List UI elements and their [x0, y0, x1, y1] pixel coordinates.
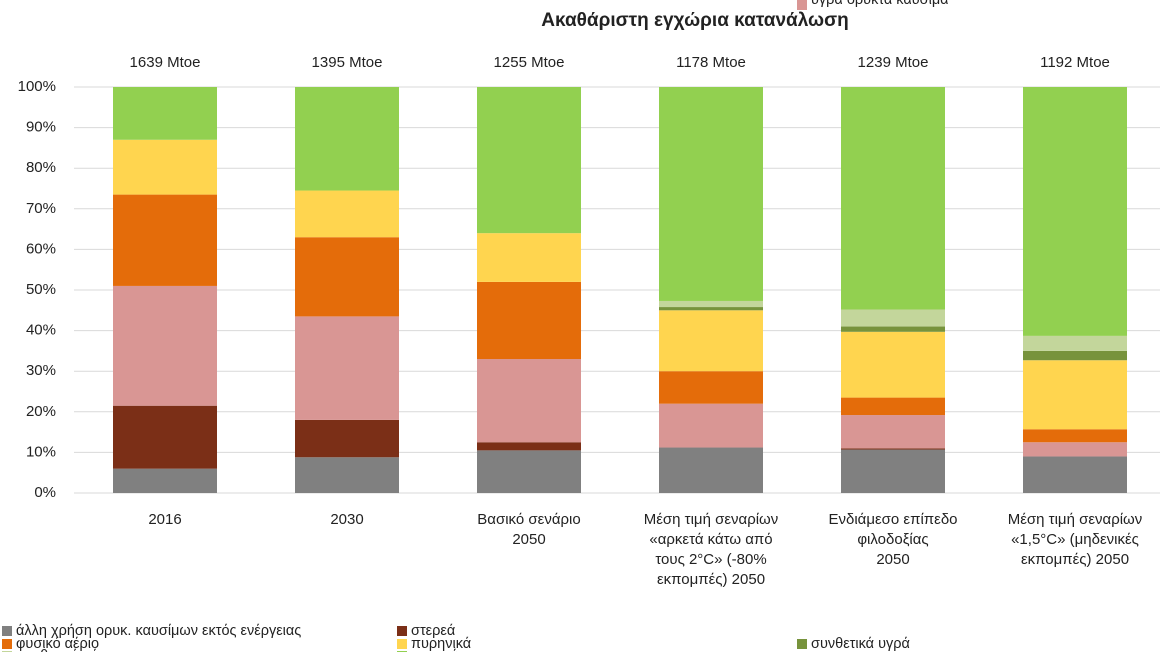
legend-swatch — [797, 639, 807, 649]
bar-segment — [1023, 87, 1127, 336]
legend-label: φυσικό αέριο — [16, 636, 99, 652]
bar-segment — [113, 194, 217, 286]
y-tick-label: 100% — [18, 78, 56, 95]
bar-segment — [659, 447, 763, 493]
bar-segment — [1023, 335, 1127, 351]
bar-segment — [113, 139, 217, 195]
bar-segment — [1023, 442, 1127, 457]
bar-segment — [841, 448, 945, 450]
bar-segment — [477, 233, 581, 282]
legend-label: συνθετικά υγρά — [811, 636, 910, 652]
x-tick-label-line: «1,5°C» (μηδενικές — [1011, 531, 1139, 548]
bar-segment — [659, 87, 763, 301]
total-label: 1239 Mtoe — [858, 54, 929, 71]
bar-segment — [841, 397, 945, 416]
y-tick-label: 50% — [26, 281, 56, 298]
x-tick-label: Βασικό σενάριο 2050 — [477, 511, 580, 548]
x-tick-label-line: 2050 — [512, 531, 545, 548]
y-tick-label: 90% — [26, 119, 56, 136]
bar-segment — [841, 331, 945, 398]
x-tick-label-line: τους 2°C» (-80% — [655, 551, 766, 568]
bar-segment — [295, 457, 399, 493]
x-tick-label-line: 2030 — [330, 511, 363, 528]
y-tick-label: 0% — [34, 484, 56, 501]
bar-segment — [659, 307, 763, 311]
legend-swatch — [797, 0, 807, 10]
y-tick-label: 20% — [26, 403, 56, 420]
bar-segment — [1023, 456, 1127, 493]
bar-segment — [1023, 350, 1127, 361]
legend-swatch — [2, 639, 12, 649]
x-tick-label-line: Ενδιάμεσο επίπεδο — [828, 511, 957, 528]
bar-segment — [477, 87, 581, 234]
bar-segment — [477, 442, 581, 451]
total-label: 1255 Mtoe — [494, 54, 565, 71]
bar-segment — [477, 281, 581, 360]
legend-swatch — [397, 639, 407, 649]
bar-segment — [477, 450, 581, 493]
bar-segment — [841, 309, 945, 327]
x-tick-label-line: 2050 — [876, 551, 909, 568]
legend-swatch — [397, 626, 407, 636]
bar-segment — [1023, 360, 1127, 430]
x-tick-label-line: φιλοδοξίας — [857, 531, 928, 548]
legend-label: στερεά — [411, 623, 455, 639]
bar-segment — [295, 87, 399, 191]
bar-segment — [295, 419, 399, 458]
bar-segment — [477, 359, 581, 443]
x-tick-label-line: «αρκετά κάτω από — [649, 531, 772, 548]
y-tick-label: 60% — [26, 240, 56, 257]
x-tick-label-line: Μέση τιμή σεναρίων — [644, 511, 779, 528]
total-label: 1178 Mtoe — [676, 54, 746, 71]
y-tick-label: 70% — [26, 200, 56, 217]
legend-swatch — [2, 626, 12, 636]
total-label: 1192 Mtoe — [1040, 54, 1110, 71]
bar-segment — [841, 87, 945, 310]
y-tick-label: 30% — [26, 362, 56, 379]
bar-segment — [295, 316, 399, 420]
bar-segment — [841, 449, 945, 493]
x-tick-label: 2030 — [330, 511, 363, 528]
legend-label: ανανεώσιμα — [411, 648, 489, 652]
bar-segment — [295, 237, 399, 317]
y-tick-label: 10% — [26, 443, 56, 460]
bar-segment — [659, 371, 763, 404]
legend-label: υγρά ορυκτά καύσιμα — [811, 0, 949, 8]
bar-segment — [659, 300, 763, 308]
x-tick-label-line: 2016 — [148, 511, 181, 528]
total-label: 1639 Mtoe — [130, 54, 201, 71]
x-tick-label: Μέση τιμή σεναρίων «1,5°C» (μηδενικές εκπο… — [1008, 511, 1143, 568]
x-tick-label-line: εκπομπές) 2050 — [657, 571, 765, 588]
legend-label: πυρηνικά — [411, 636, 471, 652]
bar-segment — [295, 190, 399, 238]
x-tick-label: 2016 — [148, 511, 181, 528]
bar-segment — [113, 405, 217, 469]
bar-segment — [113, 87, 217, 140]
chart-title: Ακαθάριστη εγχώρια κατανάλωση — [541, 10, 848, 31]
bar-segment — [113, 468, 217, 493]
x-tick-label-line: Βασικό σενάριο — [477, 511, 580, 528]
y-tick-label: 40% — [26, 322, 56, 339]
x-tick-label-line: εκπομπές) 2050 — [1021, 551, 1129, 568]
legend-label: συνθετικό αέριο — [16, 648, 117, 652]
bar-segment — [659, 310, 763, 372]
y-tick-label: 80% — [26, 159, 56, 176]
bar-segment — [841, 415, 945, 449]
bar-segment — [841, 326, 945, 332]
legend-label: άλλη χρήση ορυκ. καυσίμων εκτός ενέργεια… — [16, 623, 301, 639]
x-tick-label: Μέση τιμή σεναρίων «αρκετά κάτω από τους 2… — [644, 511, 779, 588]
bar-segment — [113, 285, 217, 406]
bar-segment — [659, 403, 763, 448]
x-tick-label-line: Μέση τιμή σεναρίων — [1008, 511, 1143, 528]
x-tick-label: Ενδιάμεσο επίπεδο φιλοδοξίας 2050 — [828, 511, 957, 568]
total-label: 1395 Mtoe — [312, 54, 383, 71]
bar-segment — [1023, 429, 1127, 443]
